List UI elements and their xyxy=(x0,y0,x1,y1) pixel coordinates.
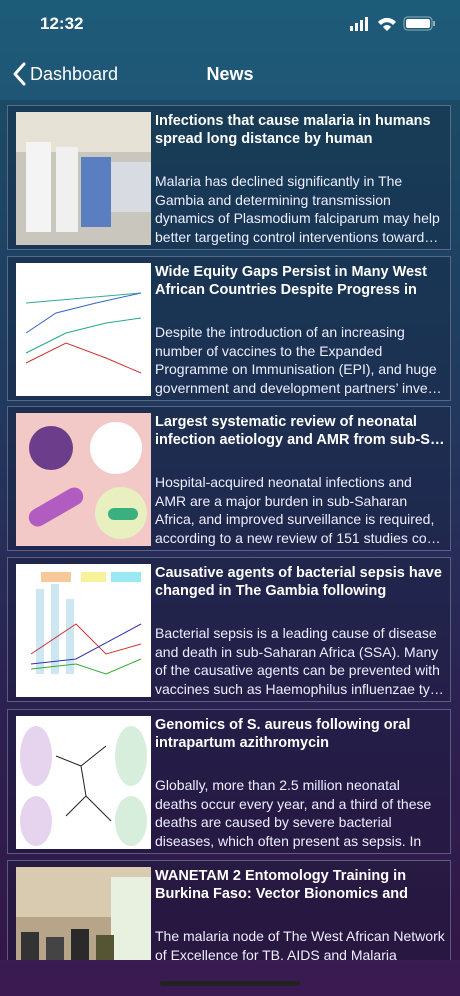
news-thumbnail xyxy=(16,716,151,849)
news-card[interactable]: Wide Equity Gaps Persist in Many West Af… xyxy=(7,256,451,401)
news-summary: Globally, more than 2.5 million neonatal… xyxy=(155,777,432,849)
back-label[interactable]: Dashboard xyxy=(30,63,119,84)
news-thumbnail xyxy=(16,413,151,546)
news-title[interactable]: Genomics of S. aureus following oral int… xyxy=(155,717,411,751)
news-card[interactable]: Causative agents of bacterial sepsis hav… xyxy=(7,557,451,702)
status-bar: 12:32 xyxy=(0,0,460,48)
news-card[interactable]: Infections that cause malaria in humans … xyxy=(7,105,451,250)
news-summary: Malaria has declined significantly in Th… xyxy=(155,173,440,245)
news-list: Infections that cause malaria in humans … xyxy=(0,100,460,960)
news-card[interactable]: Largest systematic review of neonatal in… xyxy=(7,406,451,551)
nav-bar: Dashboard News xyxy=(0,48,460,100)
clock: 12:32 xyxy=(40,14,84,33)
news-title[interactable]: WANETAM 2 Entomology Training in Burkina… xyxy=(155,868,408,902)
news-summary: Bacterial sepsis is a leading cause of d… xyxy=(155,625,444,697)
news-card[interactable]: Genomics of S. aureus following oral int… xyxy=(7,709,451,854)
nav-title: News xyxy=(206,64,254,84)
news-title[interactable]: Wide Equity Gaps Persist in Many West Af… xyxy=(155,264,427,298)
news-card[interactable]: WANETAM 2 Entomology Training in Burkina… xyxy=(7,860,451,960)
news-title[interactable]: Causative agents of bacterial sepsis hav… xyxy=(155,565,442,599)
news-title[interactable]: Largest systematic review of neonatal in… xyxy=(155,414,445,448)
news-title[interactable]: Infections that cause malaria in humans … xyxy=(155,113,431,147)
status-icons xyxy=(350,16,435,31)
news-thumbnail xyxy=(16,564,151,697)
home-indicator xyxy=(160,981,300,986)
news-thumbnail xyxy=(16,263,151,396)
news-summary: Despite the introduction of an increasin… xyxy=(155,324,442,396)
news-summary: The malaria node of The West African Net… xyxy=(155,928,445,960)
news-thumbnail xyxy=(16,112,151,245)
back-chevron xyxy=(13,62,26,86)
news-summary: Hospital-acquired neonatal infections an… xyxy=(155,474,441,546)
news-thumbnail xyxy=(16,867,151,960)
back-button[interactable]: Dashboard xyxy=(12,60,118,88)
